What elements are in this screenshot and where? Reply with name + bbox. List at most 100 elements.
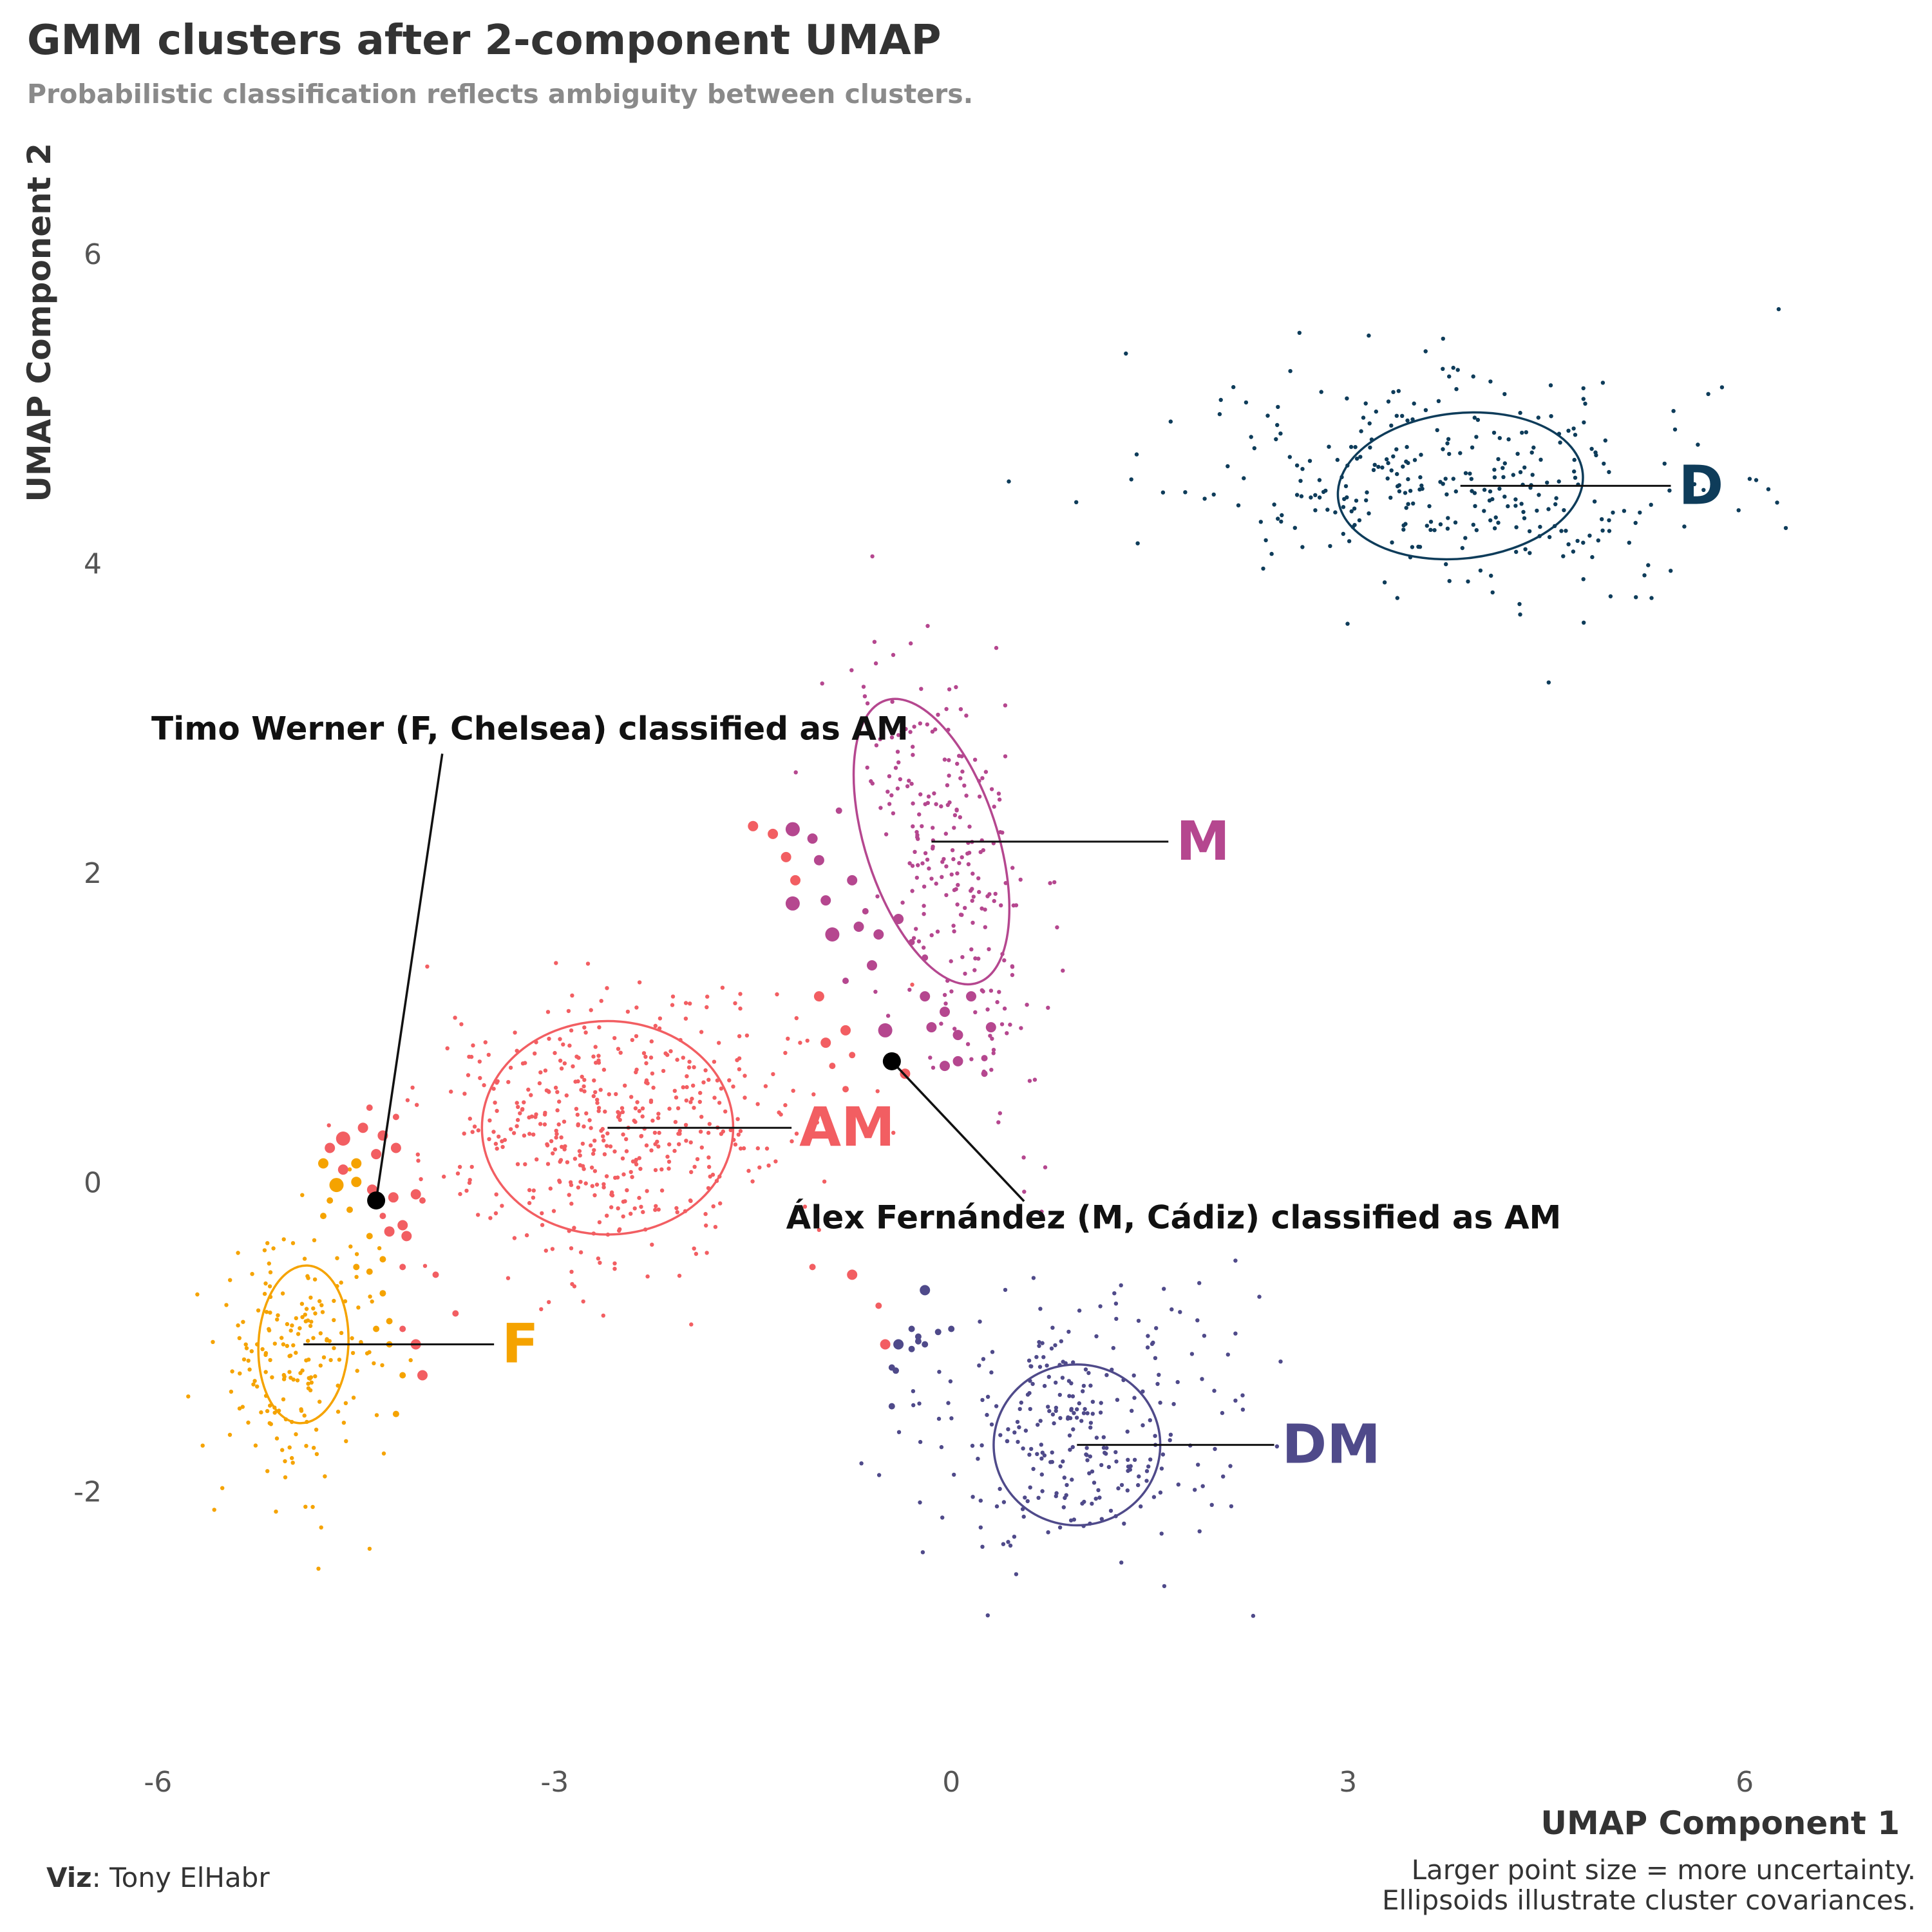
ellipse-m — [852, 697, 1011, 986]
point-dm — [1233, 1398, 1238, 1403]
point-dm — [1088, 1425, 1093, 1430]
point-am — [649, 1056, 654, 1060]
point-am — [705, 1005, 709, 1010]
point-am — [629, 1170, 633, 1175]
point-d — [1530, 450, 1534, 455]
point-am — [580, 1074, 584, 1079]
point-am — [668, 1049, 673, 1054]
point-am — [561, 1042, 565, 1047]
point-m — [945, 783, 950, 788]
point-dm — [936, 1416, 942, 1421]
point-am — [616, 1110, 620, 1115]
point-m — [929, 933, 934, 938]
highlight-connector — [891, 1060, 1025, 1202]
point-dm — [1068, 1448, 1072, 1452]
point-am — [683, 1122, 688, 1128]
uncertain-point-f — [353, 1264, 360, 1271]
point-m — [991, 1051, 996, 1056]
point-am — [515, 1117, 520, 1122]
point-f — [309, 1380, 314, 1385]
point-dm — [1144, 1469, 1150, 1473]
point-am — [658, 1016, 663, 1021]
point-am — [581, 1299, 585, 1304]
point-am — [616, 1046, 621, 1051]
point-am — [576, 1185, 581, 1190]
uncertain-point-m — [981, 1055, 988, 1062]
point-am — [698, 1130, 703, 1134]
point-dm — [859, 1461, 864, 1466]
point-d — [1596, 538, 1600, 543]
point-dm — [1029, 1446, 1034, 1452]
point-dm — [1168, 1432, 1173, 1437]
point-am — [591, 1094, 596, 1099]
point-d — [1487, 498, 1492, 503]
point-dm — [1130, 1408, 1134, 1413]
point-d — [1275, 422, 1280, 428]
point-am — [665, 1052, 670, 1057]
point-am — [457, 1164, 462, 1170]
point-dm — [1151, 1340, 1155, 1345]
point-dm — [1158, 1490, 1163, 1495]
uncertain-point-f — [379, 1256, 386, 1263]
point-m — [960, 855, 964, 860]
point-d — [1701, 488, 1706, 492]
point-f — [343, 1401, 348, 1405]
point-am — [645, 1081, 650, 1086]
point-f — [316, 1566, 321, 1571]
point-d — [1513, 504, 1518, 508]
ellipse-f — [257, 1264, 350, 1425]
viz-credit-label: Viz — [46, 1862, 92, 1893]
point-dm — [939, 1444, 944, 1450]
point-d — [1523, 547, 1528, 551]
point-d — [1521, 509, 1526, 515]
point-m — [998, 1111, 1003, 1115]
point-am — [527, 1132, 532, 1136]
point-am — [592, 1193, 597, 1198]
point-d — [1258, 520, 1264, 524]
point-dm — [1125, 1429, 1130, 1434]
point-am — [645, 1274, 650, 1279]
point-d — [1441, 336, 1445, 341]
uncertain-point-f — [366, 1268, 373, 1275]
point-am — [472, 1124, 477, 1129]
point-d — [1317, 478, 1322, 482]
point-dm — [1160, 1452, 1166, 1457]
point-am — [692, 1106, 696, 1110]
point-am — [455, 1171, 460, 1176]
point-f — [195, 1292, 200, 1297]
point-m — [907, 987, 912, 992]
point-m — [973, 956, 978, 961]
point-f — [264, 1310, 269, 1314]
point-d — [1389, 468, 1394, 473]
point-am — [548, 1186, 553, 1191]
point-am — [609, 1205, 614, 1209]
highlight-label: Álex Fernández (M, Cádiz) classified as … — [786, 1198, 1562, 1236]
point-d — [1435, 428, 1439, 433]
point-am — [624, 1137, 629, 1142]
point-m — [944, 864, 949, 869]
point-f — [377, 1246, 382, 1251]
point-m — [987, 947, 991, 952]
point-m — [993, 891, 998, 896]
point-d — [1488, 518, 1493, 523]
point-am — [629, 1095, 634, 1099]
point-am — [523, 1061, 527, 1065]
point-m — [1043, 1165, 1048, 1170]
point-f — [320, 1310, 325, 1314]
uncertain-point-dm — [908, 1325, 915, 1332]
point-d — [1572, 469, 1577, 474]
point-am — [713, 1225, 718, 1229]
point-dm — [978, 1320, 982, 1324]
point-am — [557, 1179, 562, 1183]
point-f — [368, 1294, 372, 1299]
point-am — [630, 1175, 634, 1179]
point-dm — [1274, 1444, 1280, 1449]
point-m — [996, 791, 1001, 796]
point-am — [527, 1188, 532, 1193]
point-m — [907, 779, 911, 783]
point-f — [291, 1343, 296, 1348]
point-d — [1335, 457, 1340, 462]
point-d — [1445, 441, 1450, 446]
point-dm — [1074, 1416, 1079, 1420]
point-dm — [1145, 1345, 1150, 1350]
